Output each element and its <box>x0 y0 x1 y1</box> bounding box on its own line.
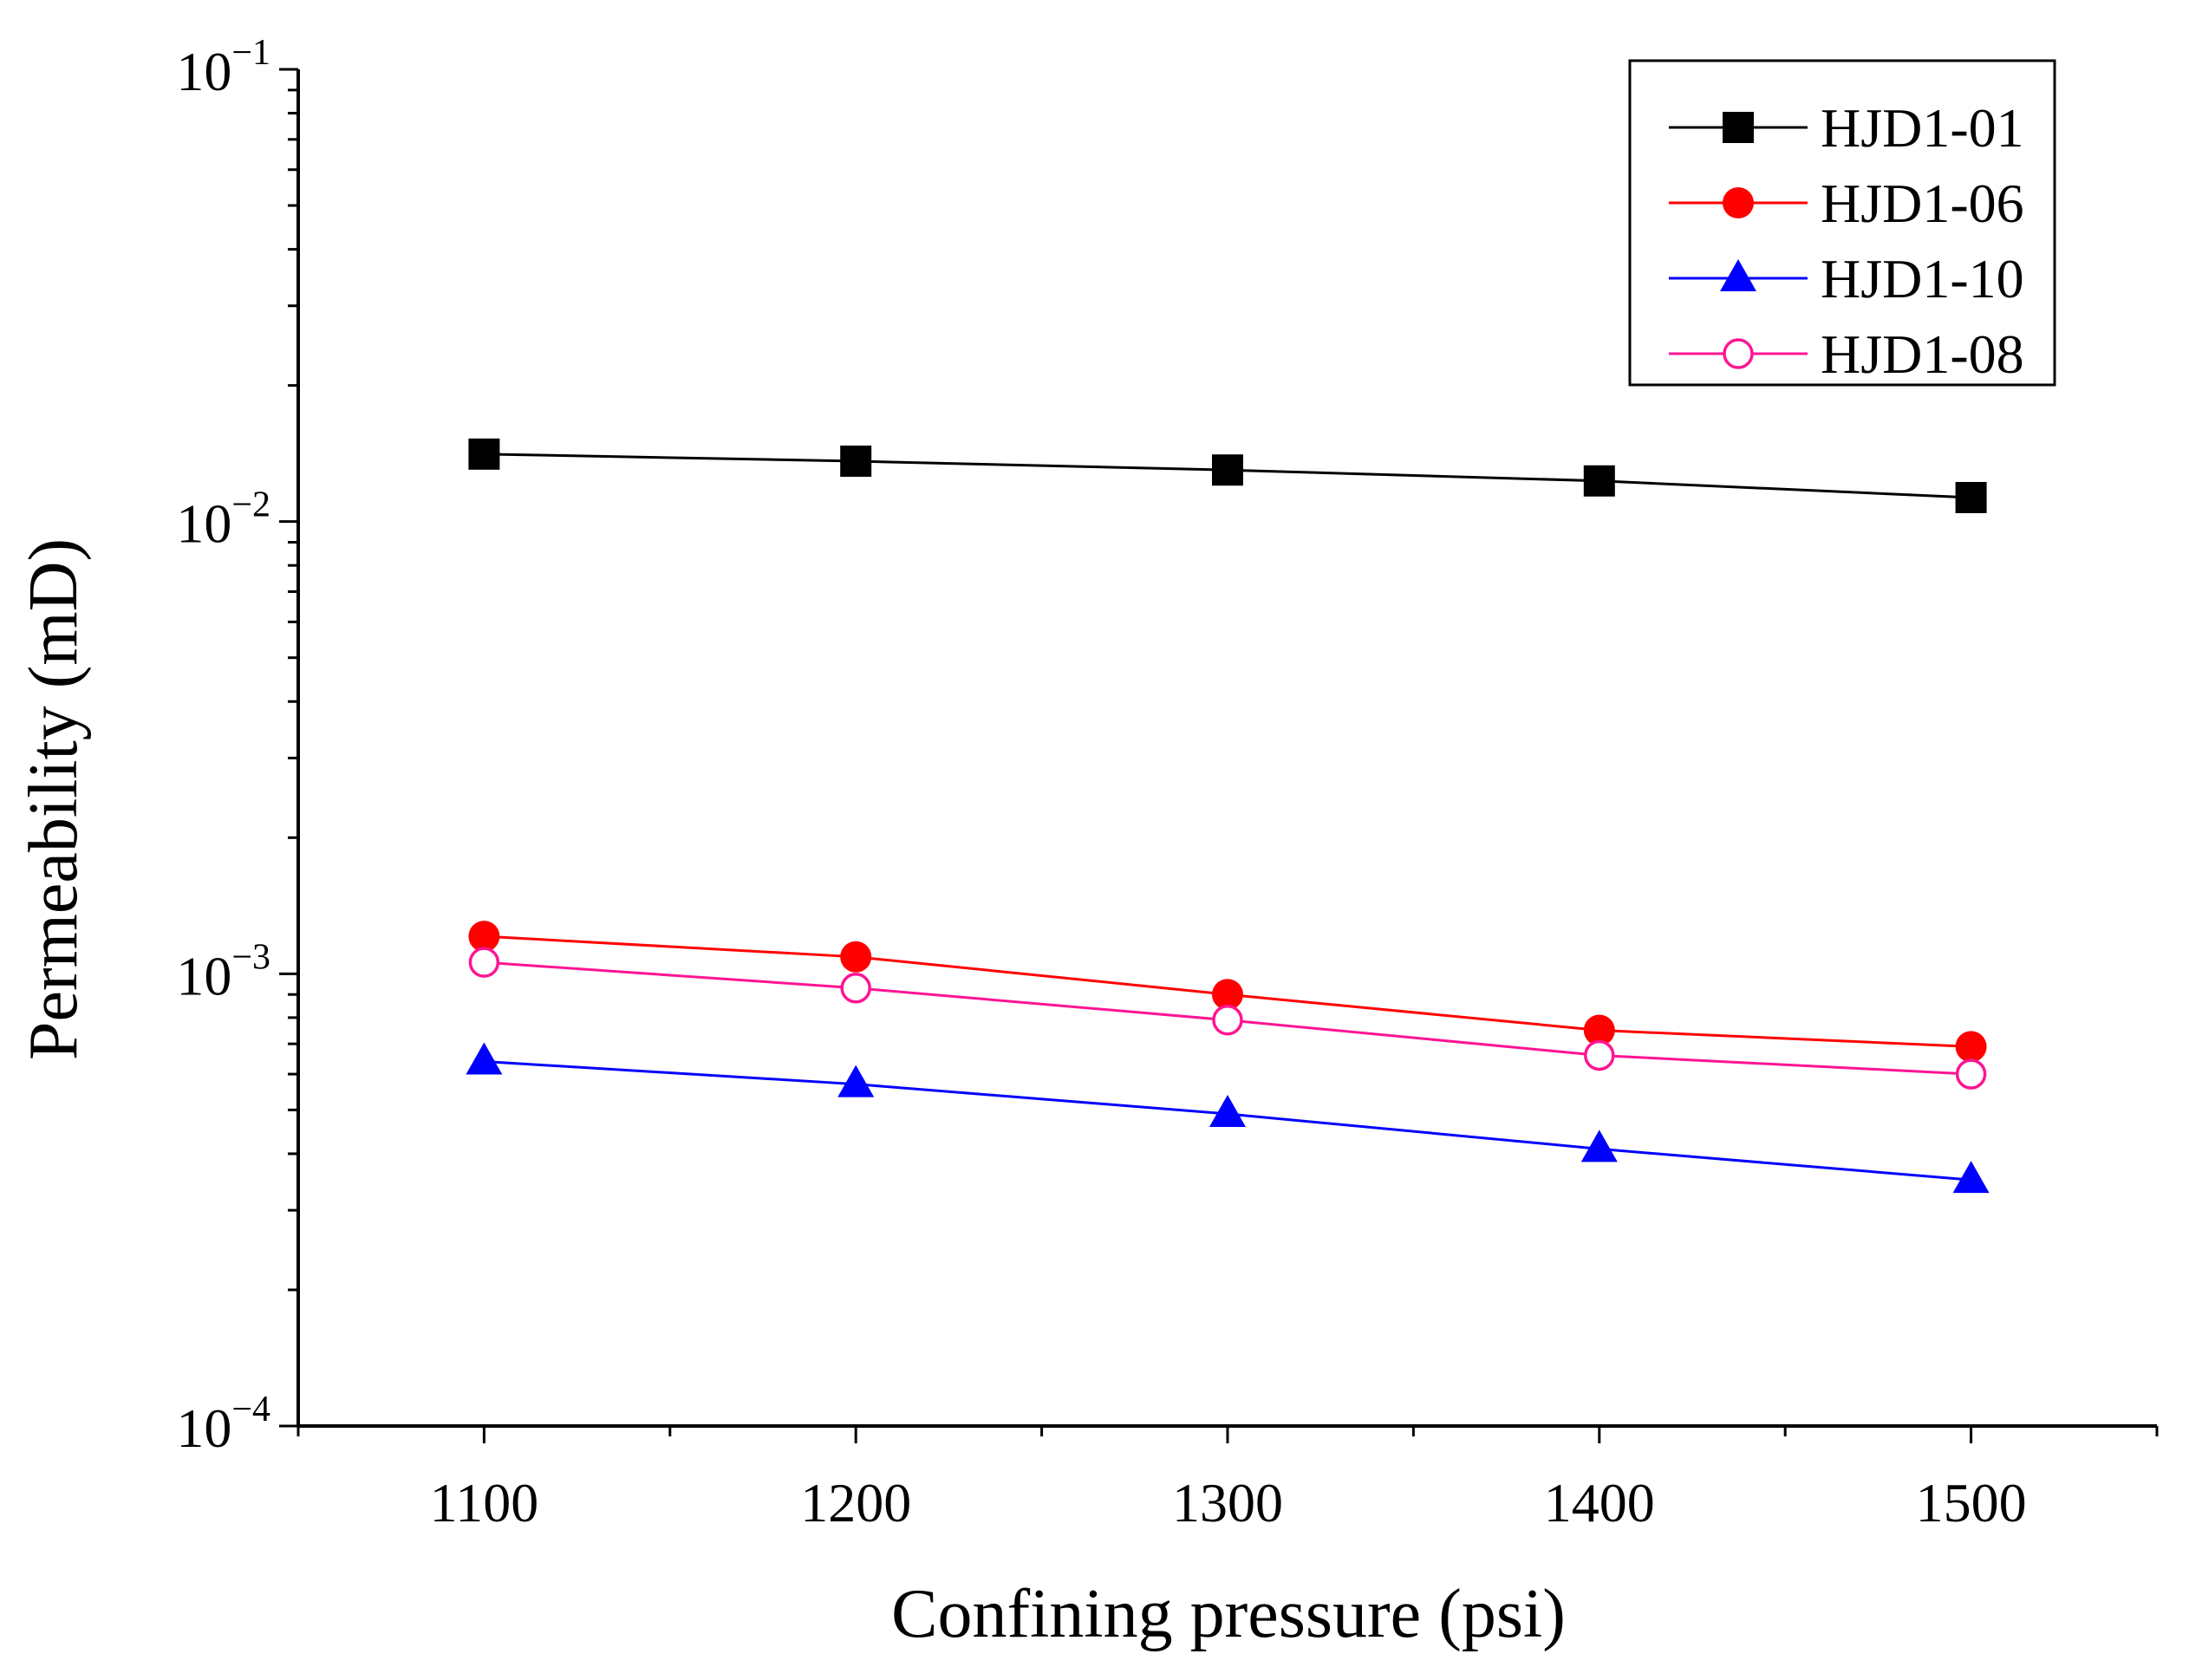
series-hjd1-08 <box>468 947 1987 1090</box>
legend-item: HJD1-08 <box>1669 323 2024 385</box>
data-point <box>468 947 500 978</box>
legend-label: HJD1-08 <box>1821 323 2024 385</box>
data-point <box>1955 1058 1987 1090</box>
x-tick-label: 1400 <box>1544 1472 1655 1533</box>
data-point <box>468 438 500 470</box>
data-point <box>1584 1039 1615 1071</box>
legend-label: HJD1-06 <box>1821 173 2024 234</box>
data-point <box>840 446 872 478</box>
data-point <box>1583 465 1615 497</box>
data-point <box>1955 1031 1987 1063</box>
legend-box <box>1628 59 2056 387</box>
y-tick-label: 10−1 <box>176 33 270 102</box>
data-point <box>1212 454 1243 486</box>
data-point <box>840 941 872 973</box>
x-tick-label: 1300 <box>1172 1472 1283 1533</box>
x-tick-label: 1500 <box>1916 1472 2027 1533</box>
data-point <box>1952 1161 1990 1194</box>
y-tick-label: 10−4 <box>176 1390 270 1459</box>
y-tick-label: 10−3 <box>176 937 270 1006</box>
y-axis-title: Permeability (mD) <box>16 538 92 1060</box>
series-hjd1-10 <box>466 1042 1990 1194</box>
legend-marker <box>1723 112 1754 143</box>
plot-area <box>466 438 1990 1194</box>
legend-item: HJD1-10 <box>1669 248 2024 309</box>
legend-marker <box>1723 187 1754 218</box>
axes: 1100 1200 1300 1400 1500 10−4 10−3 10−2 10−1 <box>176 33 2159 1533</box>
legend-item: HJD1-01 <box>1669 97 2024 159</box>
y-tick-label: 10−2 <box>176 485 270 555</box>
legend-item: HJD1-06 <box>1669 173 2024 234</box>
data-point <box>1583 1014 1615 1046</box>
legend-label: HJD1-01 <box>1821 97 2024 159</box>
series-hjd1-01 <box>468 438 1987 513</box>
legend: HJD1-01 HJD1-06 HJD1-10 HJD1-08 <box>1628 59 2056 387</box>
x-tick-label: 1200 <box>800 1472 911 1533</box>
data-point <box>466 1042 503 1075</box>
data-point <box>1955 481 1987 513</box>
x-axis-title: Confining pressure (psi) <box>891 1576 1566 1652</box>
data-point <box>1212 979 1243 1011</box>
series-hjd1-06 <box>468 921 1987 1063</box>
x-tick-label: 1100 <box>430 1472 539 1533</box>
data-point <box>1209 1094 1246 1127</box>
legend-marker <box>1720 259 1756 291</box>
legend-label: HJD1-10 <box>1821 248 2024 309</box>
legend-marker <box>1723 338 1754 369</box>
data-point <box>840 973 871 1004</box>
data-point <box>468 921 500 953</box>
data-point <box>837 1065 875 1097</box>
data-point <box>1212 1004 1243 1036</box>
data-point <box>1580 1130 1618 1162</box>
